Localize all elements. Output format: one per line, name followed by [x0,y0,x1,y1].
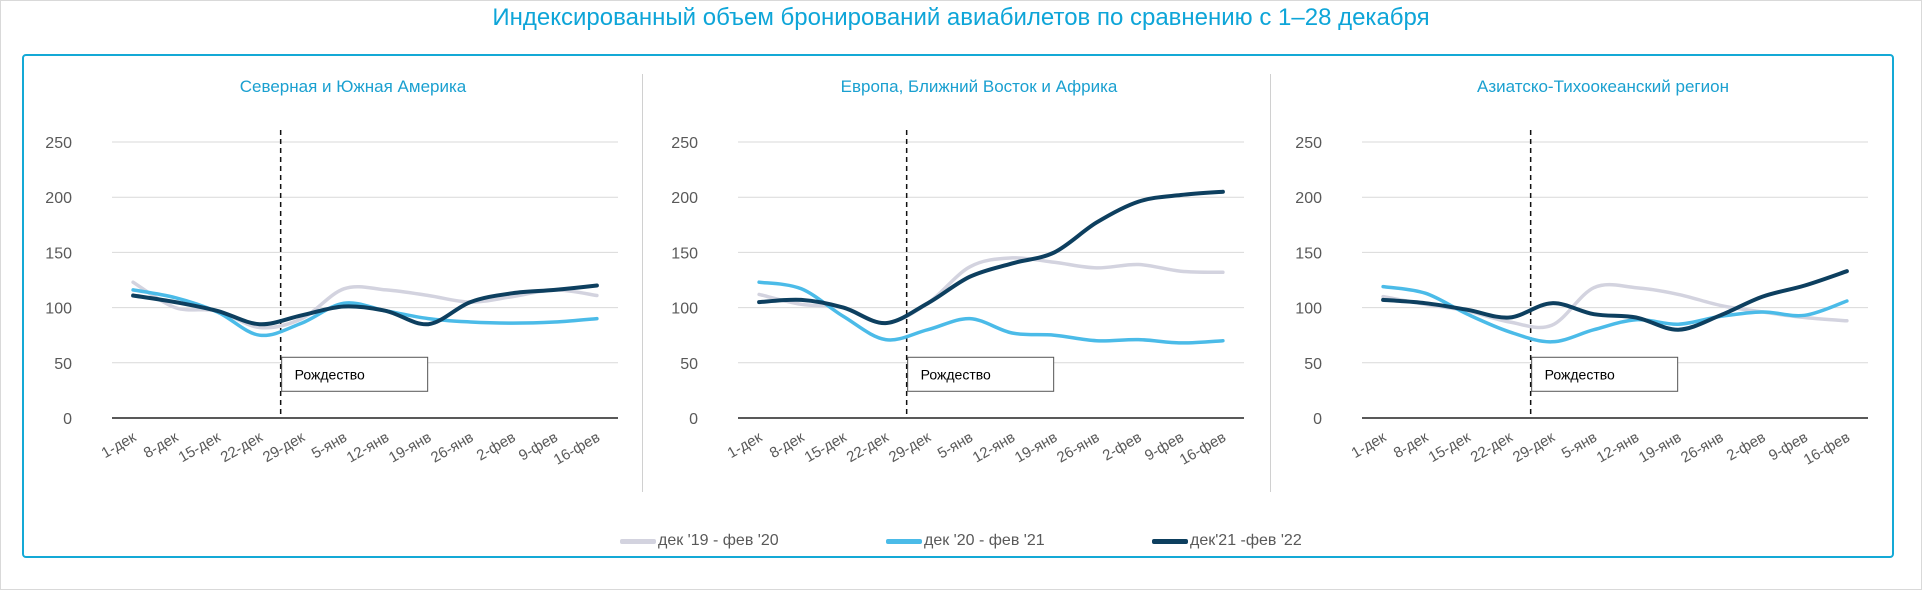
x-tick-label: 1-дек [1349,429,1390,462]
y-tick-label: 50 [54,356,72,373]
series-line [1381,269,1849,332]
x-tick-label: 19-янв [1012,429,1060,467]
x-tick-label: 22-дек [844,429,892,467]
annotation-label: Рождество [295,366,365,382]
series-line [131,283,599,327]
panel-divider [1270,74,1271,492]
annotation-box [907,356,1055,392]
y-tick-label: 100 [1295,301,1322,318]
y-tick-label: 250 [1295,135,1322,152]
x-tick-label: 16-фев [1801,429,1853,469]
legend-item: дек '19 - фев '20 [620,532,779,550]
series-line [757,280,1225,345]
legend-label: дек '20 - фев '21 [924,532,1045,549]
panel-title: Северная и Южная Америка [240,77,467,96]
y-tick-label: 100 [45,301,72,318]
legend-item: дек '20 - фев '21 [886,532,1045,550]
page-title: Индексированный объем бронирований авиаб… [492,4,1430,31]
x-tick-label: 2-фев [1100,429,1145,465]
series-line [131,288,599,338]
y-tick-label: 50 [1304,356,1322,373]
x-tick-label: 15-дек [176,429,224,467]
legend-swatch [886,538,922,544]
x-tick-label: 19-янв [1636,429,1684,467]
x-tick-label: 2-фев [474,429,519,465]
x-tick-label: 8-дек [1391,429,1432,462]
y-tick-label: 200 [45,190,72,207]
y-tick-label: 200 [1295,190,1322,207]
x-tick-label: 2-фев [1724,429,1769,465]
x-tick-label: 16-фев [1177,429,1229,469]
y-tick-label: 0 [1313,411,1322,428]
panel-title: Азиатско-Тихоокеанский регион [1477,77,1729,96]
x-tick-label: 15-дек [802,429,850,467]
x-tick-label: 1-дек [725,429,766,462]
x-tick-label: 8-дек [767,429,808,462]
legend-label: дек'21 -фев '22 [1190,532,1302,549]
y-tick-label: 150 [1295,245,1322,262]
x-tick-label: 22-дек [218,429,266,467]
x-tick-label: 26-янв [1054,429,1102,467]
x-tick-label: 29-дек [260,429,308,467]
y-tick-label: 100 [671,301,698,318]
panel-divider [642,74,643,492]
chart-frame [22,54,1894,558]
legend-item: дек'21 -фев '22 [1152,532,1302,550]
y-tick-label: 150 [45,245,72,262]
x-tick-label: 12-янв [344,429,392,467]
legend-swatch [1152,538,1188,544]
x-tick-label: 12-янв [1594,429,1642,467]
x-tick-label: 8-дек [141,429,182,462]
y-tick-label: 0 [689,411,698,428]
chart-legend: дек '19 - фев '20 дек '20 - фев '21 дек'… [0,532,1922,552]
x-tick-label: 12-янв [970,429,1018,467]
x-tick-label: 22-дек [1468,429,1516,467]
x-tick-label: 5-янв [935,429,976,463]
x-tick-label: 29-дек [1510,429,1558,467]
x-tick-label: 26-янв [1678,429,1726,467]
x-tick-label: 15-дек [1426,429,1474,467]
x-tick-label: 16-фев [551,429,603,469]
x-tick-label: 5-янв [1559,429,1600,463]
annotation-box [281,356,429,392]
annotation-box [1531,356,1679,392]
y-tick-label: 0 [63,411,72,428]
y-tick-label: 150 [671,245,698,262]
chart-panel-emea: Европа, Ближний Восток и Африка 0 50 100 150… [671,77,1244,469]
x-tick-label: 26-янв [428,429,476,467]
series-line [1381,284,1849,344]
series-line [757,189,1225,326]
panel-title: Европа, Ближний Восток и Африка [841,77,1118,96]
y-tick-label: 50 [680,356,698,373]
annotation-label: Рождество [921,366,991,382]
x-tick-label: 29-дек [886,429,934,467]
y-tick-label: 200 [671,190,698,207]
chart-panel-americas: Северная и Южная Америка 0 50 100 150 200 250 1… [45,77,618,469]
legend-swatch [620,538,656,544]
chart-panel-apac: Азиатско-Тихоокеанский регион 0 50 100 150 20… [1295,77,1868,469]
x-tick-label: 19-янв [386,429,434,467]
y-tick-label: 250 [45,135,72,152]
legend-label: дек '19 - фев '20 [658,532,779,549]
annotation-label: Рождество [1545,366,1615,382]
x-tick-label: 5-янв [309,429,350,463]
x-tick-label: 1-дек [99,429,140,462]
y-tick-label: 250 [671,135,698,152]
